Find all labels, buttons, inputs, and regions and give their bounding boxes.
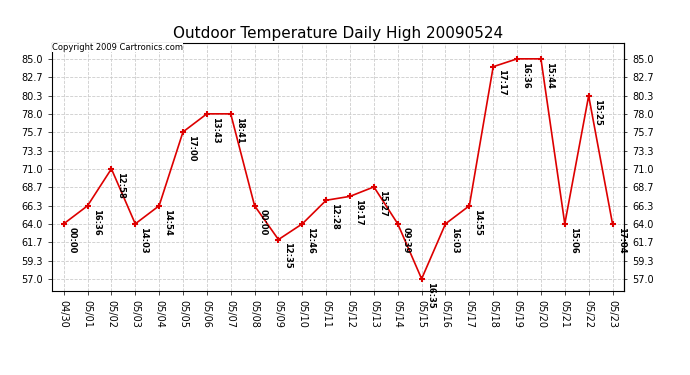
Text: 14:55: 14:55 xyxy=(473,209,482,236)
Text: 17:00: 17:00 xyxy=(187,135,196,161)
Text: 00:00: 00:00 xyxy=(68,226,77,253)
Text: 15:44: 15:44 xyxy=(545,62,554,88)
Text: 13:43: 13:43 xyxy=(211,117,220,143)
Text: 14:54: 14:54 xyxy=(164,209,172,236)
Text: 19:17: 19:17 xyxy=(354,199,363,226)
Text: 12:58: 12:58 xyxy=(115,172,125,198)
Text: 12:28: 12:28 xyxy=(331,203,339,230)
Text: 14:03: 14:03 xyxy=(139,226,148,253)
Text: 00:00: 00:00 xyxy=(259,209,268,235)
Text: 17:04: 17:04 xyxy=(617,226,626,253)
Text: 15:06: 15:06 xyxy=(569,226,578,254)
Text: 15:25: 15:25 xyxy=(593,99,602,125)
Text: 17:17: 17:17 xyxy=(497,69,506,96)
Text: 16:36: 16:36 xyxy=(92,209,101,235)
Text: Copyright 2009 Cartronics.com: Copyright 2009 Cartronics.com xyxy=(52,43,183,52)
Text: 15:27: 15:27 xyxy=(378,190,387,216)
Text: 12:35: 12:35 xyxy=(283,242,292,269)
Text: 16:35: 16:35 xyxy=(426,282,435,308)
Text: 09:39: 09:39 xyxy=(402,226,411,253)
Text: 12:46: 12:46 xyxy=(306,226,315,254)
Text: 18:41: 18:41 xyxy=(235,117,244,143)
Title: Outdoor Temperature Daily High 20090524: Outdoor Temperature Daily High 20090524 xyxy=(173,26,503,40)
Text: 16:36: 16:36 xyxy=(521,62,530,88)
Text: 16:03: 16:03 xyxy=(450,226,459,253)
